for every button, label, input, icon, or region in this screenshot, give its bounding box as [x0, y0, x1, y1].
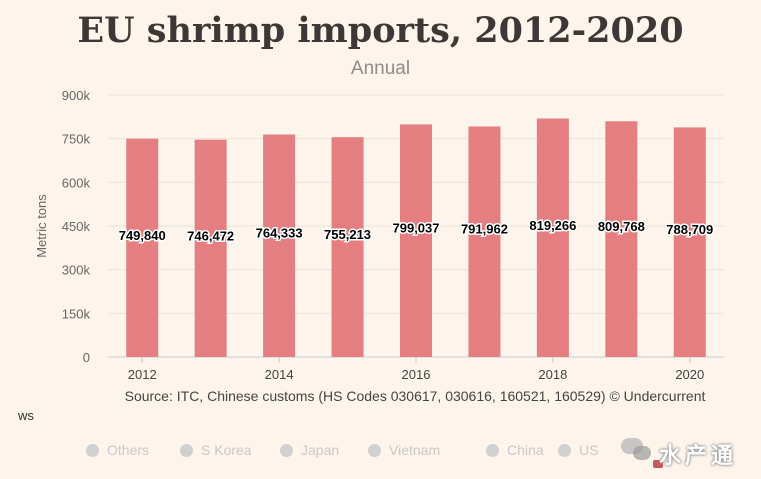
legend-label: Others [107, 442, 150, 458]
ws-text: ws [18, 408, 34, 423]
data-label: 799,037 [393, 221, 440, 236]
legend-item-us[interactable]: US [558, 442, 598, 458]
legend-item-others[interactable]: Others [86, 442, 149, 458]
y-tick-label: 0 [83, 350, 90, 365]
bar-2017 [468, 126, 501, 357]
x-tick-label: 2016 [402, 367, 431, 382]
watermark-accent [653, 460, 663, 468]
legend-item-vietnam[interactable]: Vietnam [368, 442, 440, 458]
y-tick-label: 450k [62, 219, 91, 234]
legend-item-china[interactable]: China [486, 442, 544, 458]
bar-2012 [126, 138, 159, 357]
data-label: 791,962 [461, 222, 508, 237]
x-tick-label: 2020 [675, 367, 704, 382]
y-tick-label: 600k [62, 175, 91, 190]
data-label: 819,266 [529, 218, 576, 233]
bar-2015 [331, 137, 364, 357]
watermark: 水产通 [615, 430, 761, 472]
bar-2013 [194, 139, 227, 357]
y-tick-label: 900k [62, 88, 91, 103]
bar-2020 [673, 127, 706, 358]
source-note: Source: ITC, Chinese customs (HS Codes 0… [124, 388, 706, 404]
legend-dot-icon [280, 444, 293, 457]
y-tick-label: 750k [62, 132, 91, 147]
data-label: 809,768 [598, 219, 645, 234]
legend-label: US [579, 442, 599, 458]
x-tick-label: 2014 [265, 367, 294, 382]
data-label: 749,840 [119, 228, 166, 243]
legend-item-s-korea[interactable]: S Korea [180, 442, 252, 458]
y-axis-label: Metric tons [34, 194, 49, 258]
x-tick-label: 2018 [538, 367, 567, 382]
data-label: 788,709 [666, 222, 713, 237]
legend-dot-icon [180, 444, 193, 457]
data-label: 764,333 [256, 226, 303, 241]
chat-bubble-icon-secondary [633, 446, 651, 460]
bar-2016 [400, 124, 432, 357]
bar-2018 [536, 118, 569, 357]
legend-dot-icon [86, 444, 99, 457]
watermark-text: 水产通 [659, 444, 738, 469]
x-tick-label: 2012 [128, 367, 157, 382]
bar-2014 [263, 134, 296, 357]
legend-dot-icon [558, 444, 571, 457]
y-tick-label: 300k [62, 263, 91, 278]
chart-title: EU shrimp imports, 2012-2020 [77, 10, 684, 51]
legend-label: Vietnam [389, 442, 441, 458]
legend-dot-icon [486, 444, 499, 457]
legend-label: S Korea [201, 442, 252, 458]
legend-item-japan[interactable]: Japan [280, 442, 339, 458]
bar-2019 [605, 121, 638, 357]
legend-dot-icon [368, 444, 381, 457]
chart-subtitle: Annual [350, 58, 411, 79]
legend-label: Japan [301, 442, 340, 458]
data-label: 746,472 [187, 228, 234, 243]
legend-label: China [507, 442, 544, 458]
data-label: 755,213 [324, 227, 371, 242]
y-tick-label: 150k [62, 306, 91, 321]
